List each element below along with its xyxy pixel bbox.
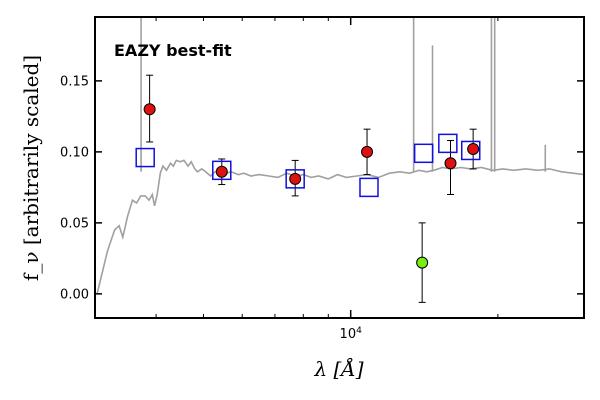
model-flux-box — [285, 169, 305, 189]
observed-flux-layer — [143, 103, 480, 269]
observed-flux-point — [444, 157, 457, 170]
outlier-flux-point — [416, 256, 429, 269]
y-tick-label: 0.15 — [60, 74, 89, 89]
template-spectrum-layer — [96, 159, 584, 295]
model-flux-box — [212, 160, 232, 181]
error-bars-layer — [146, 74, 477, 303]
model-flux-box — [359, 177, 379, 198]
model-flux-box — [413, 143, 434, 164]
plot-frame — [94, 16, 585, 319]
y-tick-label: 0.05 — [60, 216, 89, 231]
y-axis-label: f_ν [arbitrarily scaled] — [19, 55, 43, 281]
annotation-label: EAZY best-fit — [114, 41, 232, 60]
observed-flux-point — [467, 143, 480, 156]
y-tick-label: 0.00 — [60, 287, 89, 302]
observed-flux-point — [143, 103, 156, 116]
y-tick-label: 0.10 — [60, 145, 89, 160]
model-flux-box — [460, 140, 481, 161]
model-flux-box — [135, 147, 155, 168]
model-flux-box — [438, 133, 458, 154]
observed-flux-point — [361, 145, 374, 158]
observed-flux-point — [289, 172, 302, 185]
model-flux-layer — [135, 133, 481, 198]
emission-lines-layer — [140, 17, 547, 172]
x-tick-label: 104 — [340, 326, 363, 342]
template-spectrum-line — [96, 159, 584, 295]
axis-ticks: 0.00 0.05 0.10 0.15 104 — [60, 17, 584, 342]
observed-flux-point — [215, 165, 228, 178]
x-axis-label: λ [Å] — [313, 356, 363, 381]
